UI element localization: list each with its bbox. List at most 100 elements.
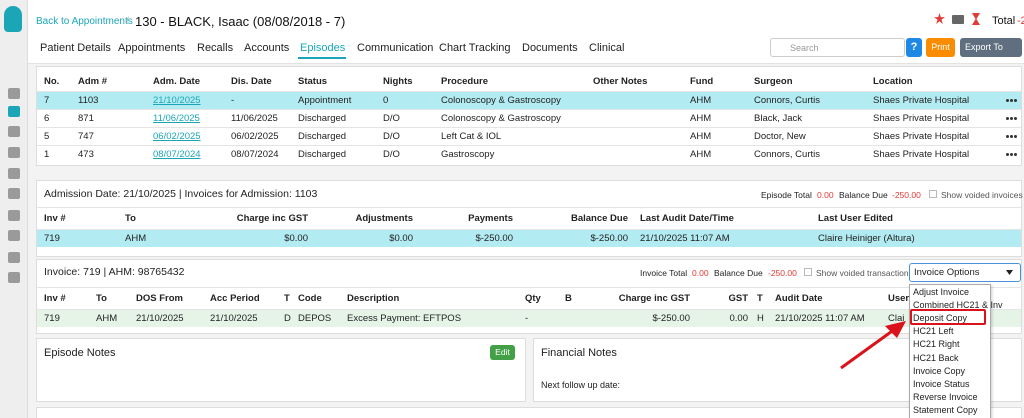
cell: AHM	[96, 313, 117, 325]
option-item[interactable]: Invoice Copy	[913, 365, 965, 377]
cell: Shaes Private Hospital	[873, 131, 969, 143]
cell: Discharged	[298, 149, 346, 161]
date-link[interactable]: 06/02/2025	[153, 131, 201, 143]
search-placeholder: Search	[790, 42, 819, 54]
row-menu-dot	[1010, 135, 1013, 138]
cell: 7	[44, 95, 49, 107]
tab[interactable]: Chart Tracking	[439, 42, 511, 55]
column-header: B	[565, 293, 572, 305]
export-button[interactable]: Export To	[960, 38, 1022, 57]
row-menu-dot	[1010, 117, 1013, 120]
tab[interactable]: Clinical	[589, 42, 624, 55]
tab[interactable]: Episodes	[300, 42, 345, 55]
cell: 21/10/2025	[210, 313, 258, 325]
row-menu-dot	[1014, 117, 1017, 120]
row-menu-dot	[1006, 153, 1009, 156]
sidebar-icon[interactable]	[8, 210, 20, 221]
cell: 871	[78, 113, 94, 125]
checkbox[interactable]	[929, 190, 937, 198]
cell: AHM	[690, 149, 711, 161]
column-header: Charge inc GST	[619, 293, 690, 305]
cell: 1103	[78, 95, 98, 107]
cell: Discharged	[298, 131, 346, 143]
option-item[interactable]: Invoice Status	[913, 378, 970, 390]
print-button[interactable]: Print	[926, 38, 955, 57]
sidebar-icon[interactable]	[8, 230, 20, 241]
cell: Shaes Private Hospital	[873, 113, 969, 125]
row-menu-dot	[1006, 135, 1009, 138]
column-header: Procedure	[441, 76, 488, 88]
sidebar-icon[interactable]	[8, 147, 20, 158]
date-link[interactable]: 21/10/2025	[153, 95, 201, 107]
cell: Shaes Private Hospital	[873, 149, 969, 161]
table-row[interactable]	[37, 309, 1021, 327]
row-menu-dot	[1010, 153, 1013, 156]
column-header: Audit Date	[775, 293, 823, 305]
cell: $0.00	[389, 233, 413, 245]
cell: Excess Payment: EFTPOS	[347, 313, 461, 325]
cell: 747	[78, 131, 94, 143]
cell: $-250.00	[590, 233, 628, 245]
sidebar-icon[interactable]	[8, 126, 20, 137]
cell: Gastroscopy	[441, 149, 494, 161]
tab[interactable]: Communication	[357, 42, 433, 55]
tab[interactable]: Appointments	[118, 42, 185, 55]
sidebar-icon[interactable]	[8, 252, 20, 263]
column-header: Location	[873, 76, 913, 88]
episode-total-label: Episode Total	[761, 189, 812, 201]
column-header: Dis. Date	[231, 76, 272, 88]
tab[interactable]: Documents	[522, 42, 578, 55]
cell: AHM	[690, 113, 711, 125]
panel-title: Episode Notes	[44, 347, 116, 359]
column-header: GST	[728, 293, 748, 305]
sidebar	[0, 0, 28, 418]
checkbox[interactable]	[804, 268, 812, 276]
row-menu-dot	[1006, 117, 1009, 120]
sidebar-icon[interactable]	[8, 188, 20, 199]
cell: Appointment	[298, 95, 351, 107]
date-link[interactable]: 11/06/2025	[153, 113, 200, 125]
column-header: Charge inc GST	[237, 213, 308, 225]
column-header: Last User Edited	[818, 213, 893, 225]
option-item[interactable]: Adjust Invoice	[913, 286, 969, 298]
column-header: Status	[298, 76, 327, 88]
header-rule	[37, 207, 1021, 208]
option-item[interactable]: Reverse Invoice	[913, 391, 978, 403]
row-menu-dot	[1014, 99, 1017, 102]
date-link[interactable]: 08/07/2024	[153, 149, 201, 161]
cell: -	[231, 95, 234, 107]
option-item[interactable]: HC21 Left	[913, 325, 954, 337]
tab[interactable]: Accounts	[244, 42, 289, 55]
option-item[interactable]: HC21 Right	[913, 338, 960, 350]
tab-underline	[298, 57, 346, 59]
column-header: To	[125, 213, 136, 225]
column-header: Inv #	[44, 213, 66, 225]
sidebar-icon[interactable]	[8, 272, 20, 283]
tab[interactable]: Patient Details	[40, 42, 111, 55]
option-item[interactable]: HC21 Back	[913, 352, 959, 364]
column-header: To	[96, 293, 107, 305]
back-link[interactable]: Back to Appointments	[36, 16, 133, 28]
panel-title: Financial Notes	[541, 347, 617, 359]
option-item[interactable]: Statement Copy	[913, 404, 978, 416]
balance-due: -250.00	[892, 189, 921, 201]
cell: 21/10/2025 11:07 AM	[775, 313, 865, 325]
show-voided-label: Show voided transactions	[816, 267, 913, 279]
row-menu-dot	[1006, 99, 1009, 102]
column-header: Acc Period	[210, 293, 260, 305]
cell: Discharged	[298, 113, 346, 125]
tab[interactable]: Recalls	[197, 42, 233, 55]
row-menu-dot	[1014, 135, 1017, 138]
edit-button[interactable]: Edit	[490, 345, 515, 360]
audit-panel	[36, 407, 1022, 418]
sidebar-icon[interactable]	[8, 88, 20, 99]
sidebar-icon[interactable]	[8, 106, 20, 117]
balance-due-label: Balance Due	[714, 267, 763, 279]
help-button[interactable]: ?	[906, 38, 922, 57]
column-header: Adm #	[78, 76, 107, 88]
cell: D	[284, 313, 291, 325]
column-header: Other Notes	[593, 76, 647, 88]
cell: DEPOS	[298, 313, 331, 325]
sidebar-icon[interactable]	[8, 168, 20, 179]
